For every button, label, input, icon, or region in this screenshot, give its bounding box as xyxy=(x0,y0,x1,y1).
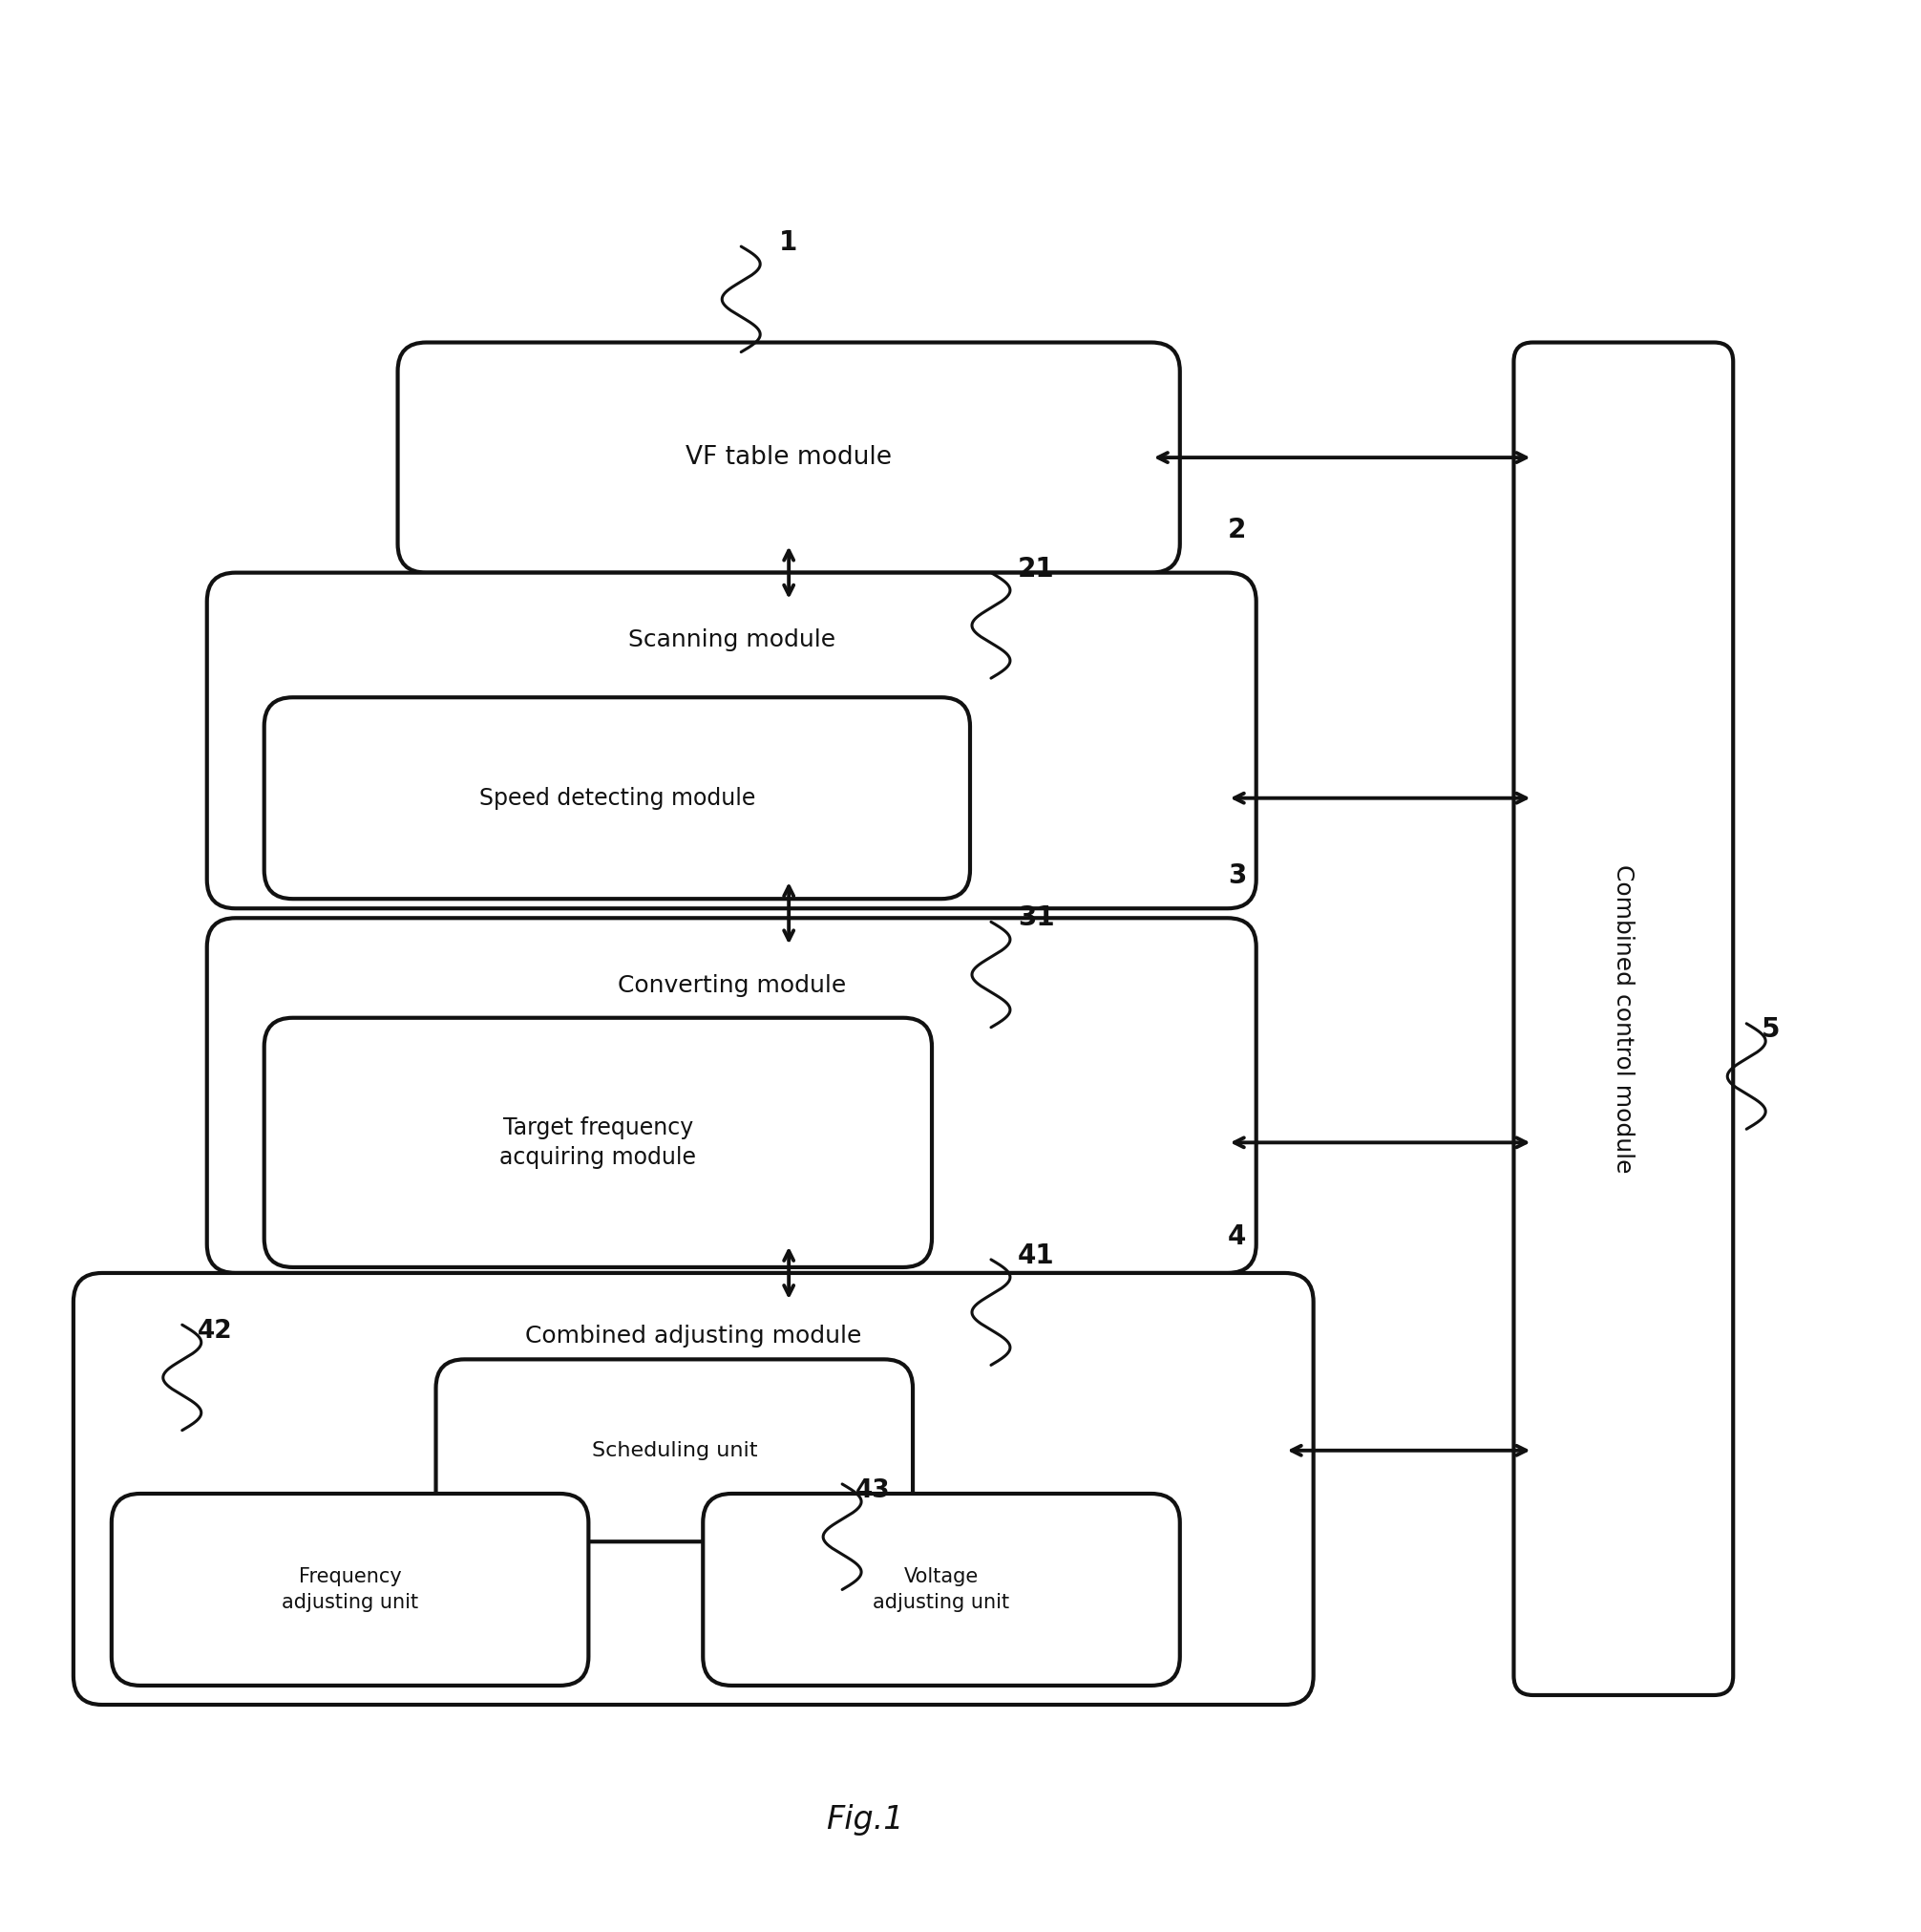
Text: 4: 4 xyxy=(1228,1223,1247,1250)
Text: 43: 43 xyxy=(855,1478,891,1503)
Text: 41: 41 xyxy=(1018,1242,1055,1269)
FancyBboxPatch shape xyxy=(398,342,1179,572)
FancyBboxPatch shape xyxy=(265,697,970,898)
FancyBboxPatch shape xyxy=(73,1273,1314,1704)
Text: Fig.1: Fig.1 xyxy=(826,1804,905,1835)
Text: Voltage
adjusting unit: Voltage adjusting unit xyxy=(874,1567,1010,1611)
FancyBboxPatch shape xyxy=(1514,342,1733,1694)
Text: 42: 42 xyxy=(198,1320,232,1345)
Text: Scanning module: Scanning module xyxy=(628,628,836,651)
Text: Frequency
adjusting unit: Frequency adjusting unit xyxy=(282,1567,419,1611)
Text: Combined adjusting module: Combined adjusting module xyxy=(524,1325,863,1349)
FancyBboxPatch shape xyxy=(111,1493,588,1685)
Text: 21: 21 xyxy=(1018,556,1055,582)
FancyBboxPatch shape xyxy=(436,1360,912,1542)
Text: 5: 5 xyxy=(1762,1016,1781,1043)
Text: Scheduling unit: Scheduling unit xyxy=(592,1441,757,1461)
Text: 31: 31 xyxy=(1018,904,1055,931)
FancyBboxPatch shape xyxy=(703,1493,1179,1685)
FancyBboxPatch shape xyxy=(265,1018,932,1267)
Text: Target frequency
acquiring module: Target frequency acquiring module xyxy=(499,1117,697,1169)
Text: Speed detecting module: Speed detecting module xyxy=(478,786,755,810)
Text: 2: 2 xyxy=(1228,518,1247,545)
Text: Combined control module: Combined control module xyxy=(1612,864,1635,1173)
Text: VF table module: VF table module xyxy=(686,444,891,469)
Text: Converting module: Converting module xyxy=(617,974,845,997)
FancyBboxPatch shape xyxy=(207,572,1256,908)
Text: 3: 3 xyxy=(1228,862,1247,889)
Text: 1: 1 xyxy=(780,230,797,257)
FancyBboxPatch shape xyxy=(207,918,1256,1273)
